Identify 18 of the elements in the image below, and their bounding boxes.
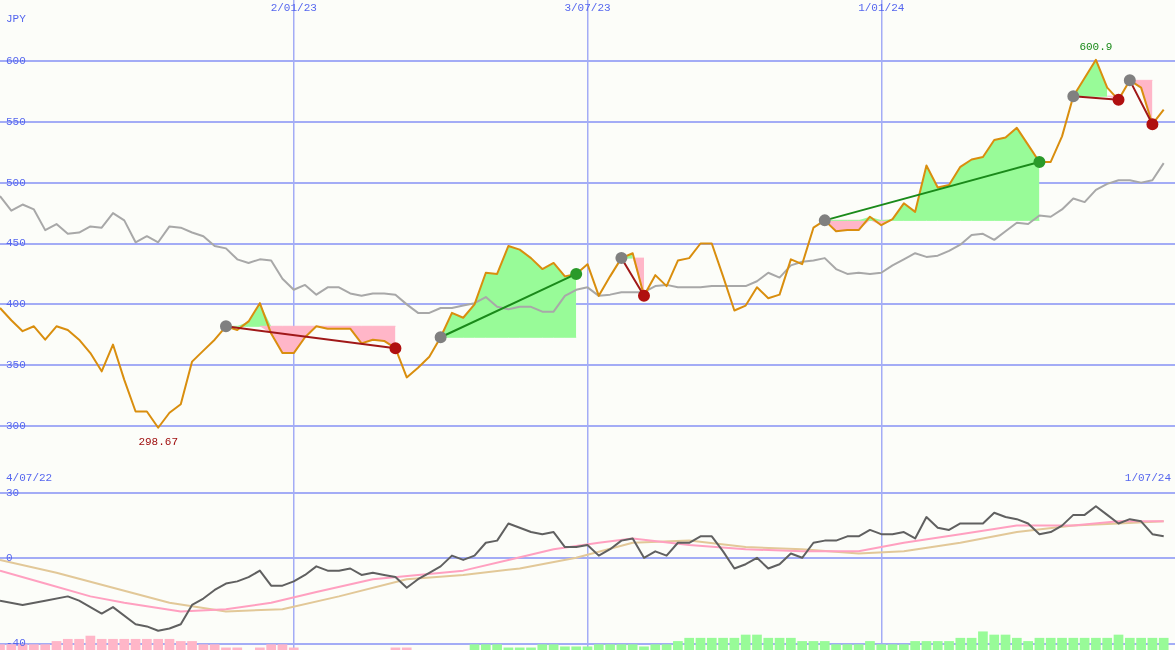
annotation: 4/07/22 [6,471,53,484]
x-tick-label: 2/01/23 [270,1,317,14]
x-tick-label: 3/07/23 [564,1,611,14]
y-tick-label: 500 [6,176,26,189]
y-tick-label: 550 [6,115,26,128]
y-tick-label: -40 [6,637,26,650]
annotation: 600.9 [1079,40,1113,53]
x-tick-label: 1/01/24 [858,1,905,14]
y-tick-label: 30 [6,487,20,500]
y-tick-label: 350 [6,359,26,372]
y-tick-label: 450 [6,237,26,250]
annotation: 1/07/24 [1124,471,1172,484]
y-tick-label: 600 [6,54,26,67]
y-axis-title: JPY [6,12,27,25]
annotation: 298.67 [138,435,178,448]
y-tick-label: 0 [6,551,13,564]
y-tick-label: 400 [6,298,26,311]
y-tick-label: 300 [6,420,26,433]
